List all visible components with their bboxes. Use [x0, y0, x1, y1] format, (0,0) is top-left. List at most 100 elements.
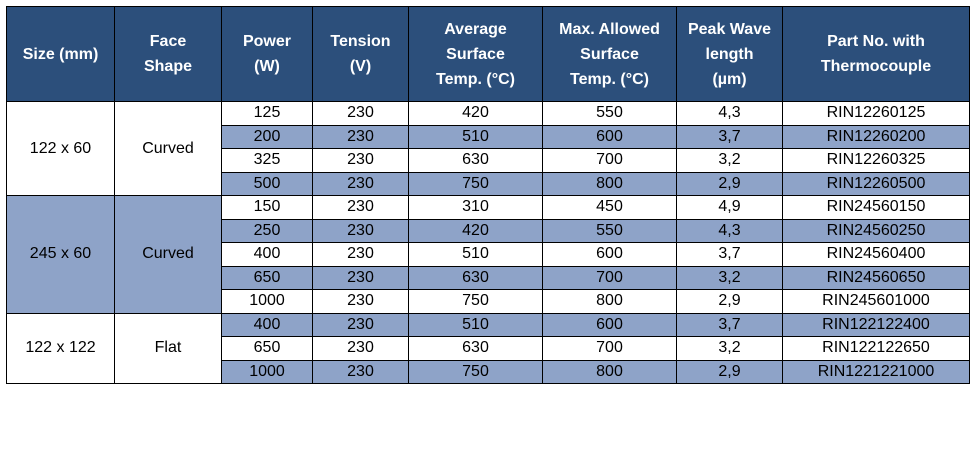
- average-temp-cell: 310: [408, 195, 543, 220]
- header-part-no-label: Part No. with Thermocouple: [820, 33, 932, 75]
- table-row: 325 230 630 700 3,2 RIN12260325: [7, 148, 970, 173]
- part-no-cell: RIN24560150: [782, 195, 970, 220]
- tension-cell: 230: [312, 171, 409, 196]
- face-shape-cell: Curved: [114, 101, 222, 196]
- face-shape-cell: Flat: [114, 312, 222, 384]
- max-temp-cell: 800: [542, 171, 677, 196]
- average-temp-cell: 510: [408, 312, 543, 337]
- header-face-shape-label: Face Shape: [143, 33, 192, 75]
- tension-cell: 230: [312, 101, 409, 126]
- header-part-no: Part No. with Thermocouple: [782, 6, 970, 102]
- max-temp-cell: 450: [542, 195, 677, 220]
- tension-cell: 230: [312, 148, 409, 173]
- tension-cell: 230: [312, 289, 409, 314]
- wavelength-cell: 4,3: [676, 218, 783, 243]
- max-temp-cell: 700: [542, 265, 677, 290]
- table-row: 250 230 420 550 4,3 RIN24560250: [7, 218, 970, 243]
- face-shape-cell: Curved: [114, 195, 222, 314]
- tension-cell: 230: [312, 195, 409, 220]
- header-size-label: Size (mm): [22, 45, 99, 63]
- header-tension: Tension (V): [312, 6, 409, 102]
- table-row: 400 230 510 600 3,7 RIN24560400: [7, 242, 970, 267]
- table-body: 122 x 60 Curved 125 230 420 550 4,3 RIN12260125…: [6, 101, 970, 384]
- power-cell: 650: [221, 265, 313, 290]
- size-cell: 122 x 122: [6, 312, 115, 384]
- wavelength-cell: 3,2: [676, 336, 783, 361]
- average-temp-cell: 630: [408, 336, 543, 361]
- wavelength-cell: 3,2: [676, 148, 783, 173]
- header-face-shape: Face Shape: [114, 6, 222, 102]
- part-no-cell: RIN122122650: [782, 336, 970, 361]
- tension-cell: 230: [312, 312, 409, 337]
- max-temp-cell: 700: [542, 336, 677, 361]
- header-wavelength-label: Peak Wave length (µm): [687, 20, 771, 88]
- part-no-cell: RIN12260325: [782, 148, 970, 173]
- power-cell: 200: [221, 124, 313, 149]
- part-no-cell: RIN24560250: [782, 218, 970, 243]
- header-max-temp-label: Max. Allowed Surface Temp. (°C): [559, 20, 660, 88]
- max-temp-cell: 600: [542, 312, 677, 337]
- power-cell: 400: [221, 242, 313, 267]
- size-cell: 245 x 60: [6, 195, 115, 314]
- max-temp-cell: 600: [542, 242, 677, 267]
- tension-cell: 230: [312, 218, 409, 243]
- average-temp-cell: 750: [408, 171, 543, 196]
- max-temp-cell: 800: [542, 359, 677, 384]
- power-cell: 1000: [221, 359, 313, 384]
- size-cell: 122 x 60: [6, 101, 115, 196]
- power-cell: 150: [221, 195, 313, 220]
- average-temp-cell: 630: [408, 265, 543, 290]
- table-row: 500 230 750 800 2,9 RIN12260500: [7, 171, 970, 196]
- wavelength-cell: 3,7: [676, 312, 783, 337]
- tension-cell: 230: [312, 359, 409, 384]
- header-row: Size (mm) Face Shape Power (W) Tension (…: [6, 6, 970, 102]
- wavelength-cell: 4,9: [676, 195, 783, 220]
- header-average-temp: Average Surface Temp. (°C): [408, 6, 543, 102]
- wavelength-cell: 2,9: [676, 289, 783, 314]
- tension-cell: 230: [312, 242, 409, 267]
- header-wavelength: Peak Wave length (µm): [676, 6, 783, 102]
- part-no-cell: RIN12260500: [782, 171, 970, 196]
- average-temp-cell: 630: [408, 148, 543, 173]
- wavelength-cell: 4,3: [676, 101, 783, 126]
- average-temp-cell: 510: [408, 242, 543, 267]
- max-temp-cell: 550: [542, 101, 677, 126]
- table-row: 122 x 122 Flat 400 230 510 600 3,7 RIN122122400: [6, 312, 970, 384]
- part-no-cell: RIN1221221000: [782, 359, 970, 384]
- wavelength-cell: 3,7: [676, 124, 783, 149]
- header-power-label: Power (W): [242, 33, 291, 75]
- header-tension-label: Tension (V): [330, 33, 391, 75]
- power-cell: 250: [221, 218, 313, 243]
- wavelength-cell: 2,9: [676, 171, 783, 196]
- table-row: 650 230 630 700 3,2 RIN122122650: [7, 336, 970, 361]
- power-cell: 400: [221, 312, 313, 337]
- part-no-cell: RIN12260200: [782, 124, 970, 149]
- header-average-temp-label: Average Surface Temp. (°C): [436, 20, 515, 88]
- wavelength-cell: 3,7: [676, 242, 783, 267]
- table-row: 122 x 60 Curved 125 230 420 550 4,3 RIN12260125: [6, 101, 970, 196]
- max-temp-cell: 600: [542, 124, 677, 149]
- max-temp-cell: 800: [542, 289, 677, 314]
- table-row: 200 230 510 600 3,7 RIN12260200: [7, 124, 970, 149]
- spec-table: Size (mm) Face Shape Power (W) Tension (…: [6, 6, 970, 384]
- table-row: 650 230 630 700 3,2 RIN24560650: [7, 265, 970, 290]
- max-temp-cell: 550: [542, 218, 677, 243]
- max-temp-cell: 700: [542, 148, 677, 173]
- part-no-cell: RIN122122400: [782, 312, 970, 337]
- wavelength-cell: 2,9: [676, 359, 783, 384]
- power-cell: 1000: [221, 289, 313, 314]
- table-row: 1000 230 750 800 2,9 RIN1221221000: [7, 359, 970, 384]
- tension-cell: 230: [312, 336, 409, 361]
- tension-cell: 230: [312, 124, 409, 149]
- header-max-temp: Max. Allowed Surface Temp. (°C): [542, 6, 677, 102]
- average-temp-cell: 750: [408, 359, 543, 384]
- average-temp-cell: 420: [408, 218, 543, 243]
- average-temp-cell: 510: [408, 124, 543, 149]
- power-cell: 325: [221, 148, 313, 173]
- part-no-cell: RIN24560400: [782, 242, 970, 267]
- power-cell: 500: [221, 171, 313, 196]
- table-row: 1000 230 750 800 2,9 RIN245601000: [7, 289, 970, 314]
- header-power: Power (W): [221, 6, 313, 102]
- power-cell: 650: [221, 336, 313, 361]
- tension-cell: 230: [312, 265, 409, 290]
